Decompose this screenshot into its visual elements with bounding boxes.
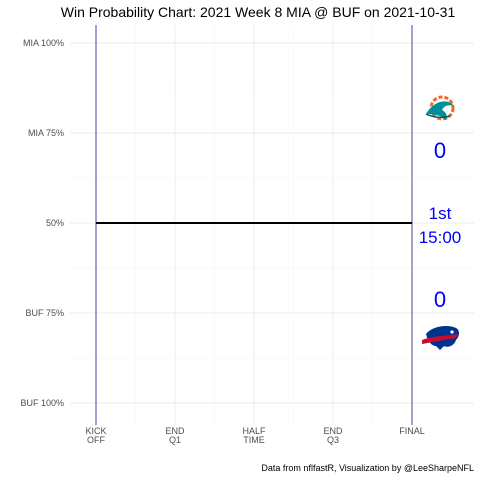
chart-caption: Data from nflfastR, Visualization by @Le… — [261, 463, 474, 473]
x-tick-label: Q1 — [169, 435, 181, 445]
x-tick-label: KICK — [85, 426, 106, 436]
chart-title: Win Probability Chart: 2021 Week 8 MIA @… — [61, 4, 456, 20]
y-tick-label: MIA 100% — [23, 38, 64, 48]
x-tick-label: FINAL — [399, 426, 425, 436]
y-tick-label: 50% — [46, 218, 64, 228]
game-clock: 15:00 — [419, 228, 462, 247]
x-tick-label: HALF — [242, 426, 266, 436]
period-boundaries — [95, 25, 413, 425]
x-tick-label: END — [165, 426, 185, 436]
x-tick-label: Q3 — [327, 435, 339, 445]
game-quarter: 1st — [429, 204, 452, 223]
y-tick-label: MIA 75% — [28, 128, 64, 138]
x-tick-label: OFF — [87, 435, 105, 445]
dolphins-logo-icon — [425, 95, 455, 121]
home-score: 0 — [434, 287, 446, 312]
y-tick-label: BUF 75% — [25, 308, 64, 318]
x-tick-label: END — [323, 426, 343, 436]
y-axis: MIA 100% MIA 75% 50% BUF 75% BUF 100% — [20, 38, 64, 408]
bills-logo-icon — [422, 326, 459, 350]
away-score: 0 — [434, 138, 446, 163]
y-tick-label: BUF 100% — [20, 398, 64, 408]
grid — [70, 25, 474, 425]
x-tick-label: TIME — [243, 435, 265, 445]
